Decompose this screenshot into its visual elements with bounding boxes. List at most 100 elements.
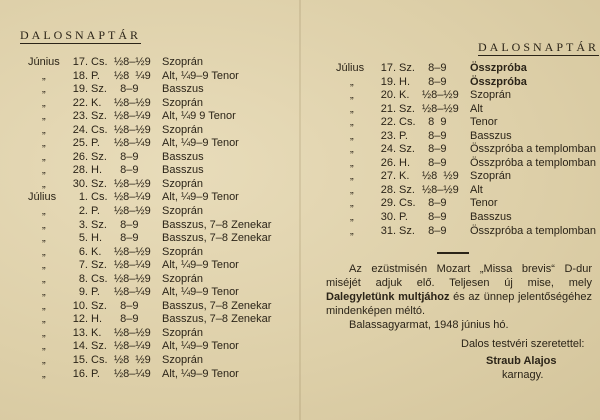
row-weekday: H. [91,164,102,177]
row-month: „ [350,75,354,88]
row-weekday: H. [399,75,410,88]
schedule-row: „ 22. Cs. 8 9 Tenor [336,116,596,130]
row-weekday: H. [399,156,410,169]
row-weekday: Cs. [399,116,416,129]
row-day: 8. [78,272,88,285]
row-day: 6. [78,245,88,258]
row-day: 28. [72,164,88,177]
row-part: Basszus, 7–8 Zenekar [162,232,272,245]
row-month: „ [42,110,46,123]
row-day: 25. [72,137,88,150]
row-weekday: Sz. [399,183,415,196]
row-time: ½8–¼9 [114,286,151,299]
right-schedule: Július 17. Sz. 8–9 Összpróba „ 19. H. 8–9 Összp… [336,62,596,238]
row-day: 22. [72,96,88,109]
note-text-end: és az ünnep jelentőségéhez mindenképen m… [326,291,592,317]
schedule-row: „ 14. Sz. ½8–¼9 Alt, ¼9–9 Tenor [28,340,271,354]
row-weekday: K. [399,89,410,102]
schedule-row: „ 26. H. 8–9 Összpróba a templomban [336,157,596,171]
schedule-row: „ 26. Sz. 8–9 Basszus [28,151,271,165]
row-weekday: H. [91,232,102,245]
row-time: ½8–½9 [114,245,151,258]
row-part: Szoprán [470,170,511,183]
row-weekday: Cs. [91,56,108,68]
row-day: 16. [72,367,88,380]
row-day: 22. [380,116,396,129]
row-part: Szoprán [162,326,203,339]
row-time: ½8–½9 [114,272,151,285]
row-day: 30. [380,211,396,224]
row-month: „ [42,137,46,150]
row-weekday: P. [91,286,100,299]
row-time: ½8–½9 [114,56,151,68]
row-month: „ [42,245,46,258]
row-month: „ [42,286,46,299]
row-day: 23. [380,129,396,142]
row-day: 26. [72,150,88,163]
schedule-row: „ 25. P. ½8–¼9 Alt, ¼9–9 Tenor [28,137,271,151]
row-weekday: K. [399,170,410,183]
row-part: Alt [470,102,483,115]
row-weekday: P. [91,205,100,218]
row-time: 8–9 [114,164,139,177]
row-part: Basszus, 7–8 Zenekar [162,299,272,312]
schedule-row: Július 17. Sz. 8–9 Összpróba [336,62,596,76]
left-schedule: Június 17. Cs. ½8–½9 Szoprán „ 18. P. ½8 ¼9 Alt, … [28,56,271,381]
row-part: Összpróba [470,62,527,74]
row-part: Basszus [470,211,512,224]
schedule-row: „ 7. Sz. ½8–¼9 Alt, ¼9–9 Tenor [28,259,271,273]
row-part: Összpróba a templomban [470,156,596,169]
row-part: Alt, ¼9 9 Tenor [162,110,236,123]
row-weekday: Sz. [91,218,107,231]
schedule-row: „ 19. Sz. 8–9 Basszus [28,83,271,97]
row-time: ½8–½9 [114,326,151,339]
row-month: „ [350,129,354,142]
row-time: ½8–½9 [114,205,151,218]
row-weekday: Sz. [399,62,415,74]
row-weekday: K. [91,96,102,109]
schedule-row: „ 10. Sz. 8–9 Basszus, 7–8 Zenekar [28,300,271,314]
schedule-row: „ 27. K. ½8 ½9 Szoprán [336,170,596,184]
schedule-row: „ 15. Cs. ½8 ½9 Szoprán [28,354,271,368]
schedule-row: „ 21. Sz. ½8–½9 Alt [336,103,596,117]
row-part: Összpróba a templomban [470,224,596,237]
schedule-row: „ 24. Sz. 8–9 Összpróba a templomban [336,143,596,157]
row-time: 8–9 [422,75,447,88]
signature-title: karnagy. [502,369,544,381]
row-month: „ [42,123,46,136]
row-day: 17. [72,56,88,68]
row-weekday: P. [91,137,100,150]
row-month: Június [28,56,60,68]
row-weekday: P. [399,211,408,224]
row-month: „ [350,197,354,210]
row-part: Szoprán [162,272,203,285]
row-day: 10. [72,299,88,312]
row-day: 19. [380,75,396,88]
row-day: 19. [72,83,88,96]
row-day: 9. [78,286,88,299]
row-month: „ [350,224,354,237]
row-weekday: Cs. [91,191,108,204]
schedule-row: „ 2. P. ½8–½9 Szoprán [28,205,271,219]
row-time: ½8–½9 [422,183,459,196]
row-month: „ [42,164,46,177]
row-day: 18. [72,69,88,82]
schedule-row: Június 17. Cs. ½8–½9 Szoprán [28,56,271,70]
row-part: Alt, ¼9–9 Tenor [162,69,239,82]
row-month: „ [42,232,46,245]
row-month: Július [28,191,57,204]
row-weekday: P. [399,129,408,142]
row-part: Szoprán [162,56,203,68]
row-month: „ [42,96,46,109]
row-month: „ [42,367,46,380]
row-time: ½8–½9 [114,177,151,190]
row-month: „ [42,218,46,231]
row-weekday: Cs. [91,354,108,367]
row-weekday: Sz. [399,224,415,237]
row-time: ½8–½9 [114,123,151,136]
schedule-row: „ 28. H. 8–9 Basszus [28,164,271,178]
row-weekday: Sz. [91,340,107,353]
row-weekday: Cs. [91,272,108,285]
row-part: Alt, ¼9–9 Tenor [162,191,239,204]
row-time: ½8 ½9 [114,354,151,367]
